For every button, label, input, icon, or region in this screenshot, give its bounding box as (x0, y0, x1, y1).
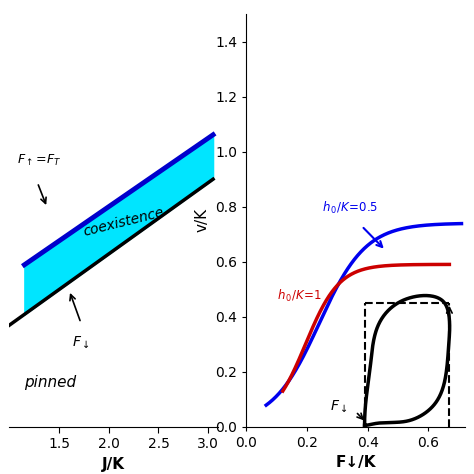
Text: $h_{\,0}/K\!=\!1$: $h_{\,0}/K\!=\!1$ (277, 288, 322, 304)
Y-axis label: v/K: v/K (195, 209, 210, 232)
Text: $F_\downarrow$: $F_\downarrow$ (330, 398, 348, 414)
Text: pinned: pinned (24, 374, 76, 390)
Text: $F_\downarrow$: $F_\downarrow$ (72, 335, 90, 350)
Text: $F_\uparrow\!=\!F_T$: $F_\uparrow\!=\!F_T$ (18, 153, 62, 168)
X-axis label: J/K: J/K (102, 456, 125, 472)
Text: coexistence: coexistence (82, 206, 165, 239)
Text: $h_{\,0}/K\!=\!0.5$: $h_{\,0}/K\!=\!0.5$ (322, 200, 378, 216)
X-axis label: F↓/K: F↓/K (335, 455, 376, 470)
